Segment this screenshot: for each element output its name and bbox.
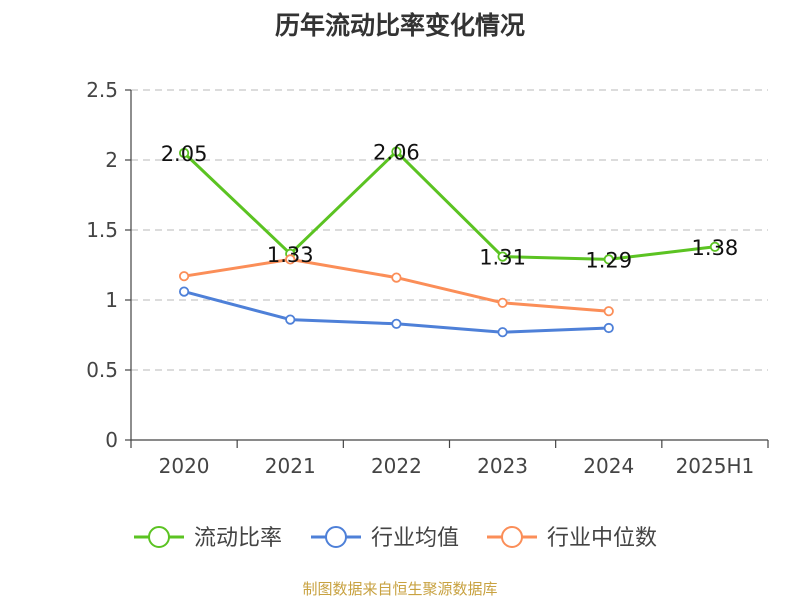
series-1-point[interactable] [178,286,190,297]
y-tick-label: 2.5 [86,78,118,102]
legend-label: 行业中位数 [547,526,657,551]
data-label-layer: 2.05 1.33 2.06 1.31 1.29 1.38 [161,141,739,273]
series-2-point[interactable] [497,297,508,308]
series-0-point[interactable] [497,251,508,262]
series-2-point[interactable] [178,271,190,282]
legend-item-2[interactable]: 行业中位数 [487,526,657,551]
legend-item-0[interactable]: 流动比率 [134,526,282,551]
grid-layer [131,89,768,371]
x-tick-label: 2020 [159,454,210,478]
y-tick-label: 2 [105,148,118,172]
series-2-point[interactable] [603,306,614,317]
series-0-point[interactable] [603,254,614,265]
series-layer [178,146,721,338]
series-1-point[interactable] [497,327,508,338]
legend-label: 流动比率 [194,526,282,551]
data-label: 1.33 [267,243,314,267]
series-line-0 [183,150,716,261]
legend-marker [148,526,170,548]
data-label: 2.05 [161,142,208,166]
data-source-note: 制图数据来自恒生聚源数据库 [302,580,498,598]
series-1-point[interactable] [391,318,402,329]
y-tick-label: 1.5 [86,218,118,242]
x-tick-label: 2025H1 [676,454,755,478]
legend-marker [325,526,347,548]
series-0-point[interactable] [709,241,721,252]
x-tick-label: 2022 [371,454,422,478]
series-line-2 [183,257,609,313]
series-0-point[interactable] [391,146,402,157]
data-label: 1.31 [479,246,526,270]
chart-title: 历年流动比率变化情况 [274,11,525,40]
legend[interactable]: 流动比率 行业均值 行业中位数 [134,526,657,551]
data-label: 1.29 [585,248,632,272]
axis-layer: 0 0.5 1 1.5 2 2.5 2020 2021 2022 2023 2024 2025H1 [86,78,769,478]
x-tick-label: 2021 [265,454,316,478]
series-1-point[interactable] [603,322,614,334]
series-1-point[interactable] [285,314,296,325]
series-2-point[interactable] [285,254,296,265]
legend-label: 行业均值 [371,526,459,551]
data-label: 1.38 [692,236,739,260]
y-tick-label: 0 [105,428,118,452]
series-2-point[interactable] [391,272,402,283]
legend-marker [501,526,523,548]
data-label: 2.06 [373,141,420,165]
series-0-point[interactable] [178,147,190,159]
legend-item-1[interactable]: 行业均值 [311,526,459,551]
x-tick-label: 2023 [477,454,528,478]
y-tick-label: 0.5 [86,358,118,382]
x-tick-label: 2024 [583,454,634,478]
y-tick-label: 1 [105,288,118,312]
